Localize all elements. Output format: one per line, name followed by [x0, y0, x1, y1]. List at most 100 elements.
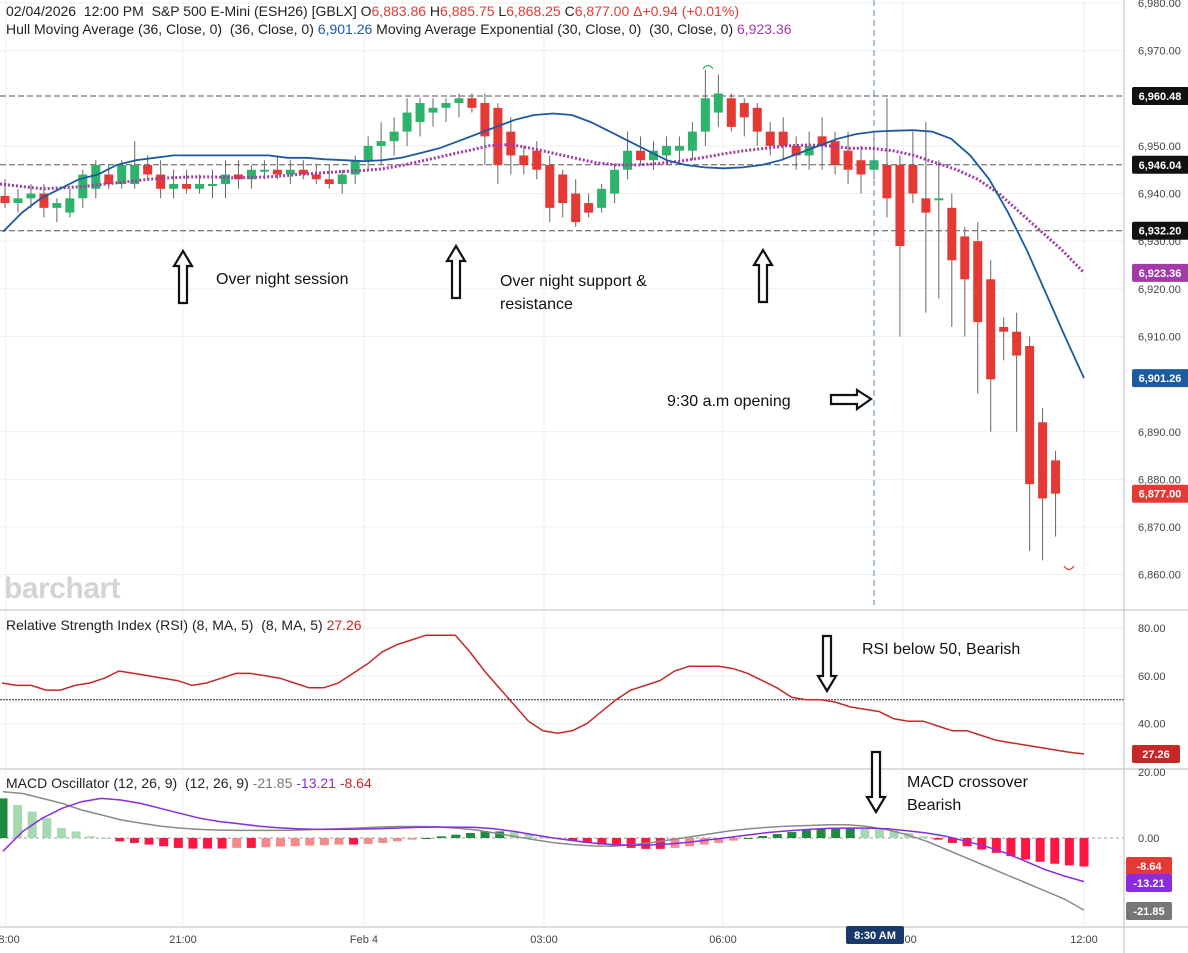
candle-body: [921, 198, 931, 213]
candle-body: [1038, 422, 1048, 499]
macd-histogram-bar: [860, 828, 870, 838]
candle-body: [687, 131, 697, 151]
macd-histogram-bar: [319, 838, 329, 846]
macd-histogram-bar: [728, 838, 738, 841]
macd-histogram-bar: [509, 832, 519, 838]
candle-body: [428, 107, 438, 113]
candle-body: [934, 198, 944, 201]
macd-histogram-bar: [918, 836, 928, 838]
rsi-header: Relative Strength Index (RSI) (8, MA, 5)…: [6, 617, 362, 633]
annotation-macd-note: MACD crossover Bearish: [907, 774, 1028, 814]
macd-value-text: -8.64: [1136, 861, 1162, 873]
header-low-label: L: [498, 3, 507, 19]
rsi-legend-label: Relative Strength Index (RSI) (8, MA, 5)…: [6, 617, 323, 633]
annotation-opening: 9:30 a.m opening: [667, 393, 791, 410]
price-label-box: [1132, 86, 1188, 105]
time-tick-label: 12:00: [1070, 934, 1098, 946]
price-label-text: 6,960.48: [1139, 91, 1182, 103]
macd-histogram-bar: [568, 838, 578, 841]
macd-histogram-bar: [407, 838, 417, 840]
time-tick-label: 03:00: [530, 934, 558, 946]
header-date: 02/04/2026 12:00 PM: [6, 3, 144, 19]
candle-body: [454, 98, 464, 104]
candle-body: [415, 103, 425, 123]
candle-body: [623, 150, 633, 170]
ema-legend-label: Moving Average Exponential (30, Close, 0…: [376, 21, 734, 37]
macd-tick-label: 20.00: [1138, 767, 1166, 779]
macd-panel[interactable]: [0, 791, 1124, 911]
down-arrow-icon: [865, 750, 887, 815]
macd-legend-v1: -21.85: [252, 775, 293, 791]
candle-body: [765, 131, 775, 146]
macd-histogram-bar: [71, 831, 81, 838]
candle-body: [636, 150, 646, 161]
candle-body: [726, 98, 736, 127]
macd-histogram-bar: [801, 830, 811, 838]
candle-body: [156, 174, 166, 189]
candle-body: [532, 150, 542, 170]
up-arrow-icon: [752, 247, 774, 304]
price-tick-label: 6,910.00: [1138, 331, 1181, 343]
macd-histogram-bar: [305, 838, 315, 846]
macd-histogram-bar: [56, 828, 66, 838]
candle-body: [649, 150, 658, 161]
price-tick-label: 6,940.00: [1138, 189, 1181, 201]
candle-body: [493, 107, 503, 165]
macd-histogram-bar: [524, 834, 534, 838]
macd-histogram-bar: [290, 838, 300, 847]
time-tick-label: 06:00: [709, 934, 737, 946]
candle-body: [208, 184, 218, 187]
rsi-line: [1, 634, 1085, 755]
candle-body: [973, 241, 983, 323]
price-tick-label: 6,920.00: [1138, 284, 1181, 296]
rsi-tick-label: 60.00: [1138, 671, 1166, 683]
macd-histogram-bar: [363, 838, 373, 844]
annotation-arrows: [172, 243, 887, 815]
ema-line: [0, 142, 1086, 274]
macd-histogram-bar: [13, 805, 23, 838]
candle-body: [104, 174, 114, 185]
current-time-label: 8:30 AM: [854, 930, 896, 942]
annotation-rsi-note: RSI below 50, Bearish: [862, 641, 1021, 658]
macd-histogram-bar: [845, 827, 855, 838]
rsi-tick-label: 40.00: [1138, 719, 1166, 731]
time-tick-label: 18:00: [0, 934, 20, 946]
candle-body: [311, 174, 321, 180]
candle-body: [65, 198, 75, 213]
macd-value-box: [1126, 902, 1172, 920]
annotation-support-resistance: Over night support & resistance: [500, 273, 647, 313]
macd-histogram-bar: [655, 838, 665, 849]
macd-histogram-bar: [539, 836, 548, 838]
price-tick-label: 6,950.00: [1138, 141, 1181, 153]
macd-histogram-bar: [392, 838, 402, 842]
macd-signal-line: [2, 797, 1085, 883]
rsi-panel[interactable]: [0, 634, 1124, 755]
price-panel[interactable]: [0, 0, 1124, 605]
candle-body: [1012, 331, 1022, 356]
price-label-text: 6,946.04: [1139, 160, 1183, 172]
candle-body: [610, 169, 620, 194]
candle-body: [545, 164, 555, 208]
time-tick-label: Feb 4: [350, 934, 378, 946]
hma-legend-value: 6,901.26: [317, 21, 373, 37]
rsi-tick-label: 80.00: [1138, 623, 1166, 635]
candle-body: [78, 174, 88, 199]
header-close-label: C: [564, 3, 575, 19]
price-label-box: [1132, 221, 1188, 240]
header-low-value: 6,868.25: [506, 3, 561, 19]
macd-tick-label: 0.00: [1138, 833, 1159, 845]
macd-histogram-bar: [217, 838, 227, 849]
macd-histogram-bar: [626, 838, 636, 848]
candle-body: [571, 193, 581, 223]
candle-body: [558, 174, 568, 204]
price-tick-label: 6,880.00: [1138, 474, 1181, 486]
candle-body: [26, 193, 36, 199]
macd-histogram-bar: [582, 838, 592, 843]
up-arrow-icon: [172, 248, 194, 305]
candle-body: [1051, 460, 1061, 494]
price-tick-label: 6,860.00: [1138, 570, 1181, 582]
macd-histogram-bar: [100, 838, 110, 839]
candle-body: [259, 169, 269, 172]
candle-body: [389, 131, 399, 142]
